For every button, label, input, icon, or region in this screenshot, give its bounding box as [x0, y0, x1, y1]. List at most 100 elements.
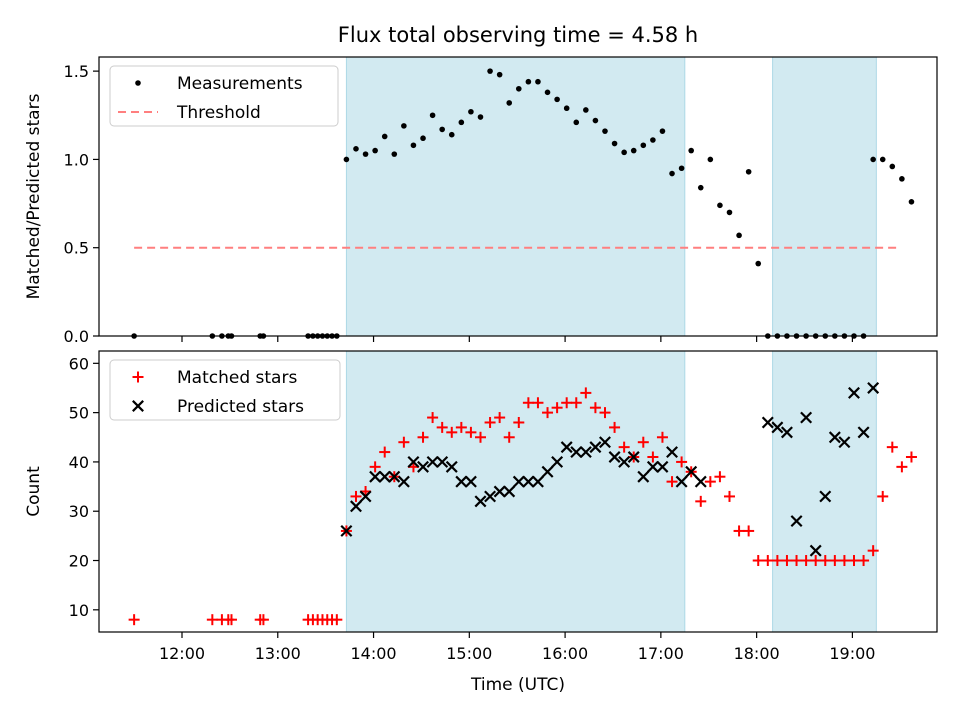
matched-point	[427, 412, 439, 424]
legend-box	[109, 65, 339, 127]
data-point	[755, 260, 762, 267]
x-stroke	[579, 446, 592, 459]
x-stroke	[426, 455, 439, 468]
predicted-point	[541, 465, 554, 478]
x-stroke	[531, 475, 544, 488]
y-tick-label: 50	[69, 404, 89, 423]
matched-point	[542, 407, 554, 419]
predicted-point	[771, 421, 784, 434]
data-point	[736, 232, 742, 239]
legend-measurement-swatch	[135, 80, 141, 86]
y-tick-label: 0.0	[64, 327, 89, 346]
predicted-point	[531, 475, 544, 488]
predicted-point	[656, 460, 669, 473]
legend-label: Measurements	[177, 74, 303, 94]
matched-point	[609, 421, 621, 433]
data-point	[717, 202, 723, 209]
matched-point	[446, 426, 458, 438]
x-stroke	[512, 475, 525, 488]
data-point	[353, 146, 359, 152]
x-stroke	[378, 470, 391, 483]
matched-point	[637, 436, 649, 448]
data-point	[573, 119, 580, 126]
x-stroke	[369, 470, 382, 483]
matched-point	[465, 426, 477, 438]
x-stroke	[503, 485, 516, 498]
matched-point	[225, 614, 237, 626]
x-stroke	[618, 455, 631, 468]
data-point	[420, 135, 426, 142]
matched-point	[599, 407, 611, 419]
x-stroke	[867, 381, 880, 394]
predicted-point	[589, 441, 602, 454]
predicted-point	[637, 470, 650, 483]
data-point	[506, 100, 513, 106]
predicted-point	[780, 426, 793, 439]
observing-window	[345, 350, 686, 633]
x-stroke	[848, 386, 860, 399]
legend-label: Matched stars	[177, 368, 297, 388]
matched-point	[656, 431, 668, 443]
matched-point	[331, 614, 343, 626]
x-stroke	[828, 431, 841, 444]
predicted-point	[675, 475, 688, 488]
chart-title: Flux total observing time = 4.58 h	[338, 23, 698, 47]
matched-point	[829, 555, 841, 567]
predicted-point	[790, 515, 803, 528]
predicted-point	[666, 446, 679, 459]
x-stroke	[359, 490, 372, 503]
legend-label: Threshold	[176, 103, 261, 123]
x-stroke	[790, 515, 803, 528]
y-axis-label: Count	[24, 466, 44, 517]
matched-point	[522, 397, 534, 409]
matched-point	[666, 476, 678, 488]
x-stroke	[350, 500, 362, 513]
matched-point	[704, 476, 716, 488]
matched-point	[810, 555, 822, 567]
x-stroke	[771, 421, 784, 434]
legend-label: Predicted stars	[177, 397, 304, 417]
x-stroke	[599, 436, 611, 449]
matched-point	[695, 495, 707, 507]
predicted-point	[417, 460, 430, 473]
data-point	[659, 128, 666, 134]
predicted-point	[407, 455, 420, 468]
data-point	[602, 128, 608, 134]
x-stroke	[800, 411, 813, 424]
data-point	[525, 78, 532, 85]
x-stroke	[675, 475, 688, 488]
predicted-point	[522, 475, 535, 488]
x-stroke	[445, 460, 458, 473]
matched-point	[551, 402, 563, 414]
predicted-point	[512, 475, 525, 488]
y-tick-label: 10	[69, 601, 89, 620]
x-tick-label: 12:00	[159, 644, 205, 663]
matched-point	[743, 525, 755, 537]
matched-point	[589, 402, 601, 414]
matched-point	[618, 441, 630, 453]
predicted-point	[867, 381, 880, 394]
matched-point	[858, 555, 870, 567]
y-tick-label: 40	[69, 453, 89, 472]
x-stroke	[388, 470, 401, 483]
x-stroke	[685, 465, 698, 478]
x-stroke	[436, 455, 449, 468]
data-point	[391, 151, 398, 157]
data-point	[448, 131, 455, 138]
data-point	[535, 78, 541, 85]
observing-window	[772, 56, 877, 337]
x-stroke	[857, 426, 870, 439]
predicted-point	[455, 475, 468, 488]
predicted-point	[397, 475, 410, 488]
predicted-point	[800, 411, 813, 424]
data-point	[745, 168, 752, 175]
x-stroke	[646, 460, 659, 473]
matched-point	[128, 614, 140, 626]
data-point	[726, 209, 733, 216]
matched-point	[257, 614, 269, 626]
matched-point	[905, 451, 917, 463]
data-point	[362, 151, 369, 157]
y-tick-label: 60	[69, 354, 89, 373]
predicted-point	[570, 446, 583, 459]
